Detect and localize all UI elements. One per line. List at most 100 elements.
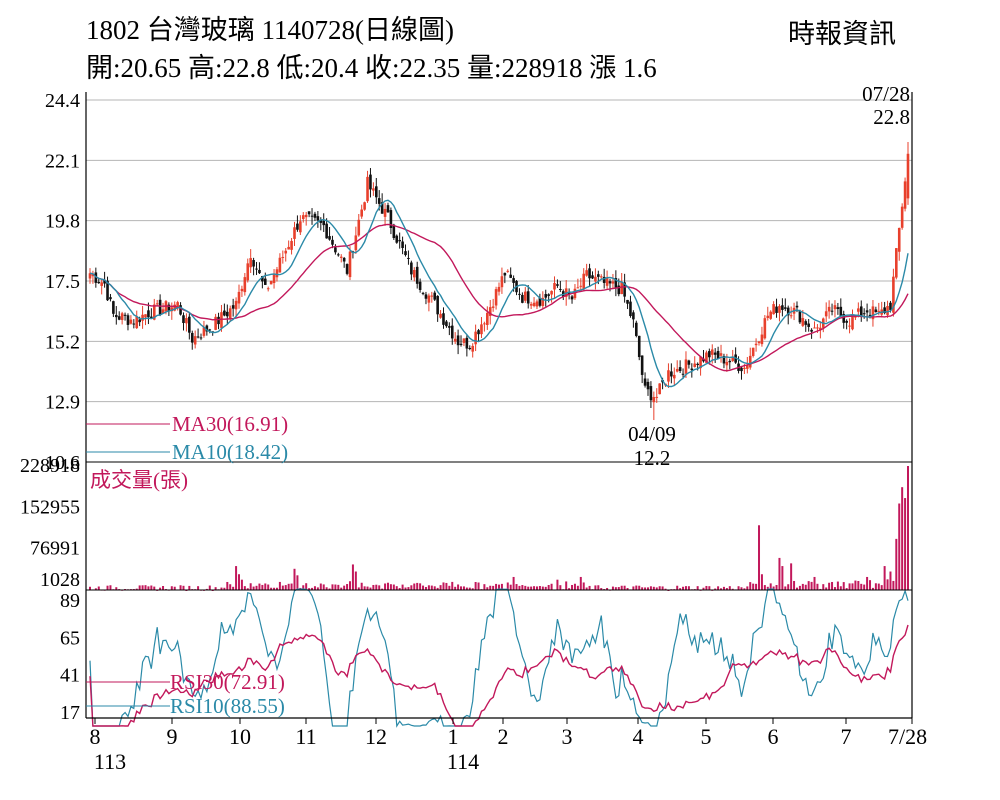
candle-body [892, 276, 895, 313]
volume-bar [565, 581, 568, 590]
x-month-label: 3 [562, 724, 573, 749]
candle-body [763, 318, 767, 339]
volume-bar [474, 582, 477, 590]
candle-body [226, 311, 229, 317]
volume-bar [170, 586, 173, 590]
volume-bar [389, 584, 392, 590]
volume-bar [162, 586, 165, 590]
x-month-label: 5 [701, 724, 712, 749]
candle-body [591, 275, 594, 279]
volume-bar [842, 582, 845, 590]
candle-body [862, 313, 866, 315]
candle-body [833, 305, 837, 310]
volume-bar [752, 583, 755, 590]
volume-bar [816, 583, 819, 590]
candle-body [188, 316, 191, 333]
candle-body [430, 295, 434, 297]
volume-bar [249, 583, 252, 590]
candle-body [488, 307, 492, 316]
candle-body [404, 251, 407, 256]
candle-body [144, 314, 147, 318]
volume-bar [810, 581, 813, 590]
candle-body [658, 383, 661, 395]
candle-body [687, 360, 691, 365]
volume-bar [386, 582, 389, 590]
volume-bar [509, 584, 512, 590]
volume-bar [495, 583, 498, 590]
candle-body [202, 327, 206, 336]
volume-tick-label: 228918 [20, 455, 80, 477]
volume-bar [886, 579, 889, 590]
volume-bar [448, 585, 451, 590]
candle-body [521, 294, 524, 303]
candle-body [643, 378, 647, 386]
candle-body [462, 338, 466, 343]
candle-body [839, 306, 843, 317]
candle-body [772, 304, 775, 315]
volume-bar [632, 586, 635, 590]
volume-bar [278, 581, 281, 590]
volume-bar [635, 585, 638, 590]
volume-bar [649, 586, 652, 590]
candle-body [748, 355, 752, 368]
candle-body [637, 335, 641, 358]
volume-bar [836, 581, 839, 590]
volume-bar [430, 585, 433, 590]
candle-body [512, 278, 515, 283]
volume-bar [655, 587, 658, 590]
volume-bar [617, 587, 620, 590]
candle-body [506, 270, 510, 272]
candle-body [173, 304, 177, 311]
candle-body [775, 306, 778, 313]
volume-bar [357, 587, 360, 590]
volume-bar [252, 586, 255, 590]
candle-body [672, 374, 676, 379]
candle-body [369, 174, 372, 190]
volume-bar [375, 584, 378, 590]
volume-bar [758, 525, 761, 590]
candle-body [100, 282, 103, 286]
candle-body [445, 321, 448, 327]
rsi30-legend: RSI30(72.91) [170, 670, 285, 694]
volume-bar [290, 583, 293, 590]
candle-body [304, 214, 308, 218]
candle-body [272, 274, 276, 283]
volume-panel-label: 成交量(張) [90, 468, 188, 492]
volume-bar [144, 585, 147, 590]
volume-bar [179, 585, 182, 590]
volume-bar [766, 586, 769, 590]
volume-bar [246, 588, 249, 590]
candle-body [594, 276, 597, 282]
candle-body [710, 349, 714, 355]
volume-bar [585, 587, 588, 590]
candle-body [328, 236, 331, 240]
candle-body [237, 291, 241, 304]
volume-bar [232, 586, 235, 590]
volume-bar [159, 587, 162, 590]
candle-body [547, 294, 550, 296]
candle-body [161, 309, 165, 314]
volume-bar [626, 587, 629, 590]
price-tick-label: 24.4 [45, 90, 80, 112]
volume-bar [106, 585, 109, 590]
volume-bar [381, 588, 384, 590]
volume-bar [97, 586, 100, 590]
candle-body [334, 247, 337, 253]
candle-body [410, 262, 413, 275]
candle-body [655, 396, 659, 398]
candle-body [240, 288, 244, 292]
candle-body [135, 316, 139, 329]
x-year-label: 113 [94, 749, 126, 774]
volume-bar [606, 587, 609, 590]
candle-body [386, 205, 390, 213]
volume-bar [281, 585, 284, 590]
candle-body [608, 281, 612, 284]
candle-body [690, 368, 694, 371]
volume-bar [880, 585, 883, 590]
price-grid [86, 99, 912, 463]
candle-body [214, 316, 217, 330]
volume-bar [235, 566, 238, 590]
candle-body [342, 257, 346, 262]
x-month-label: 12 [365, 724, 387, 749]
volume-bar [749, 582, 752, 590]
